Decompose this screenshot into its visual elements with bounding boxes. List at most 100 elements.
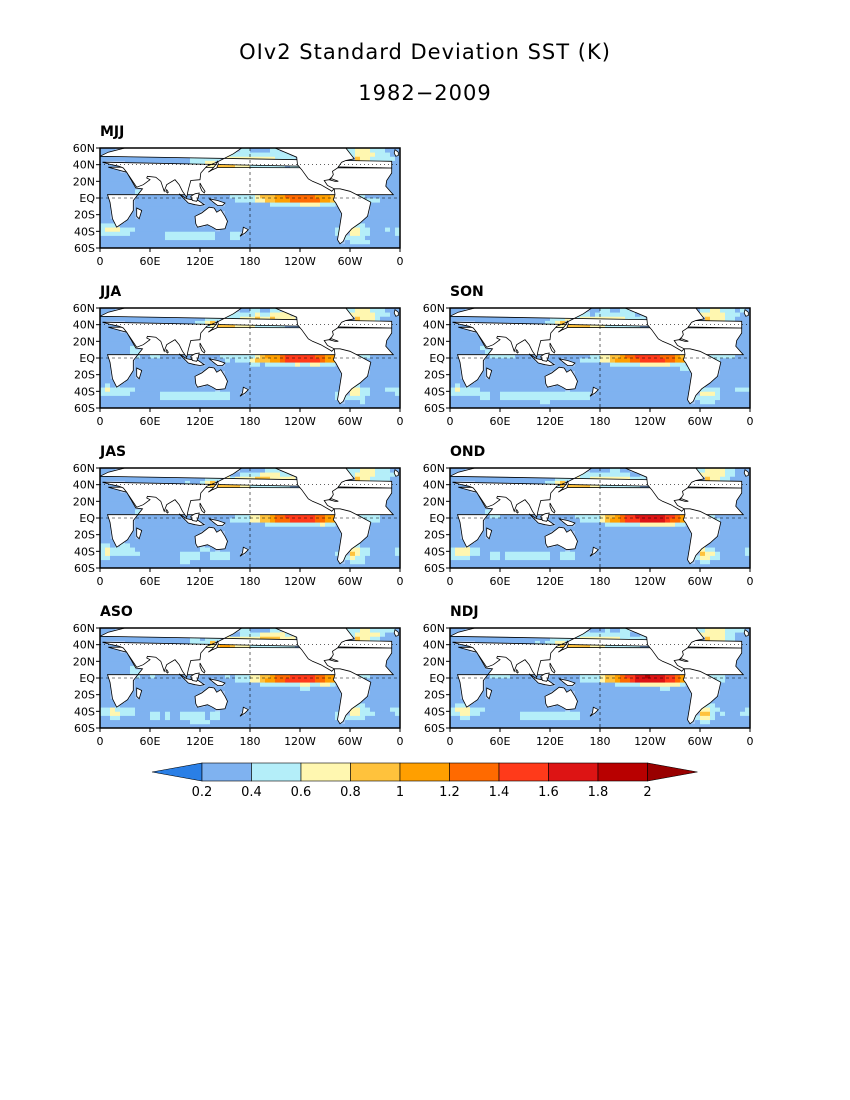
- sst-cell: [150, 563, 156, 568]
- sst-cell: [735, 538, 741, 544]
- sst-cell: [475, 383, 481, 388]
- sst-cell: [585, 534, 591, 540]
- sst-cell: [110, 543, 116, 548]
- sst-cell: [200, 555, 206, 561]
- sst-cell: [490, 476, 496, 481]
- sst-cell: [275, 391, 281, 396]
- sst-cell: [140, 476, 146, 481]
- sst-cell: [165, 534, 171, 540]
- sst-cell: [385, 530, 391, 536]
- sst-cell: [530, 383, 536, 388]
- sst-cell: [600, 383, 606, 388]
- sst-cell: [160, 223, 166, 228]
- sst-cell: [390, 243, 396, 248]
- sst-cell: [380, 530, 386, 536]
- sst-cell: [205, 673, 211, 679]
- sst-cell: [165, 193, 171, 199]
- sst-cell: [160, 686, 166, 691]
- sst-cell: [245, 353, 251, 359]
- sst-cell: [120, 387, 126, 392]
- sst-cell: [295, 206, 301, 211]
- sst-cell: [155, 160, 161, 166]
- sst-cell: [525, 399, 531, 405]
- sst-cell: [630, 555, 636, 561]
- sst-cell: [255, 210, 261, 216]
- sst-cell: [590, 370, 596, 376]
- sst-cell: [370, 526, 376, 531]
- sst-cell: [620, 403, 626, 408]
- sst-cell: [635, 316, 641, 321]
- sst-cell: [580, 374, 586, 380]
- sst-cell: [160, 198, 166, 203]
- sst-cell: [640, 358, 646, 363]
- sst-cell: [315, 534, 321, 540]
- sst-cell: [720, 362, 726, 367]
- sst-cell: [385, 468, 391, 473]
- sst-cell: [200, 358, 206, 363]
- sst-cell: [725, 378, 731, 384]
- sst-cell: [360, 312, 366, 317]
- sst-cell: [105, 505, 111, 511]
- sst-cell: [290, 543, 296, 548]
- sst-cell: [315, 399, 321, 405]
- sst-cell: [155, 320, 161, 326]
- sst-cell: [185, 227, 191, 232]
- sst-cell: [165, 387, 171, 392]
- sst-cell: [235, 719, 241, 725]
- sst-cell: [385, 391, 391, 396]
- sst-cell: [300, 391, 306, 396]
- lon-tick-label: 60W: [688, 575, 713, 588]
- sst-cell: [580, 362, 586, 367]
- lat-tick-label: 60N: [73, 142, 95, 155]
- sst-cell: [135, 395, 141, 401]
- sst-cell: [530, 530, 536, 536]
- sst-cell: [390, 328, 396, 334]
- sst-cell: [205, 223, 211, 228]
- sst-cell: [310, 243, 316, 248]
- sst-cell: [190, 636, 196, 641]
- sst-cell: [100, 152, 106, 157]
- sst-cell: [245, 472, 251, 477]
- sst-cell: [175, 210, 181, 216]
- sst-cell: [310, 231, 316, 236]
- sst-cell: [230, 518, 236, 523]
- sst-cell: [195, 723, 201, 728]
- sst-cell: [465, 501, 471, 506]
- sst-cell: [370, 378, 376, 384]
- sst-cell: [255, 198, 261, 203]
- sst-cell: [670, 383, 676, 388]
- sst-cell: [620, 387, 626, 392]
- sst-cell: [740, 551, 746, 556]
- sst-cell: [200, 227, 206, 232]
- sst-cell: [610, 530, 616, 536]
- sst-cell: [205, 543, 211, 548]
- sst-cell: [220, 366, 226, 371]
- sst-cell: [510, 534, 516, 540]
- sst-cell: [210, 353, 216, 359]
- sst-cell: [725, 538, 731, 544]
- sst-cell: [325, 559, 331, 565]
- sst-cell: [545, 555, 551, 561]
- sst-cell: [335, 206, 341, 211]
- sst-cell: [355, 312, 361, 317]
- sst-cell: [670, 547, 676, 552]
- sst-cell: [540, 391, 546, 396]
- sst-cell: [130, 719, 136, 725]
- sst-cell: [520, 353, 526, 359]
- sst-cell: [525, 316, 531, 321]
- sst-cell: [600, 468, 606, 473]
- sst-cell: [115, 707, 121, 712]
- sst-cell: [370, 206, 376, 211]
- sst-cell: [505, 480, 511, 486]
- sst-cell: [295, 395, 301, 401]
- sst-cell: [585, 358, 591, 363]
- sst-cell: [180, 636, 186, 641]
- sst-cell: [230, 227, 236, 232]
- sst-cell: [165, 160, 171, 166]
- sst-cell: [145, 374, 151, 380]
- sst-cell: [170, 522, 176, 527]
- sst-cell: [340, 403, 346, 408]
- sst-cell: [120, 703, 126, 708]
- sst-cell: [375, 391, 381, 396]
